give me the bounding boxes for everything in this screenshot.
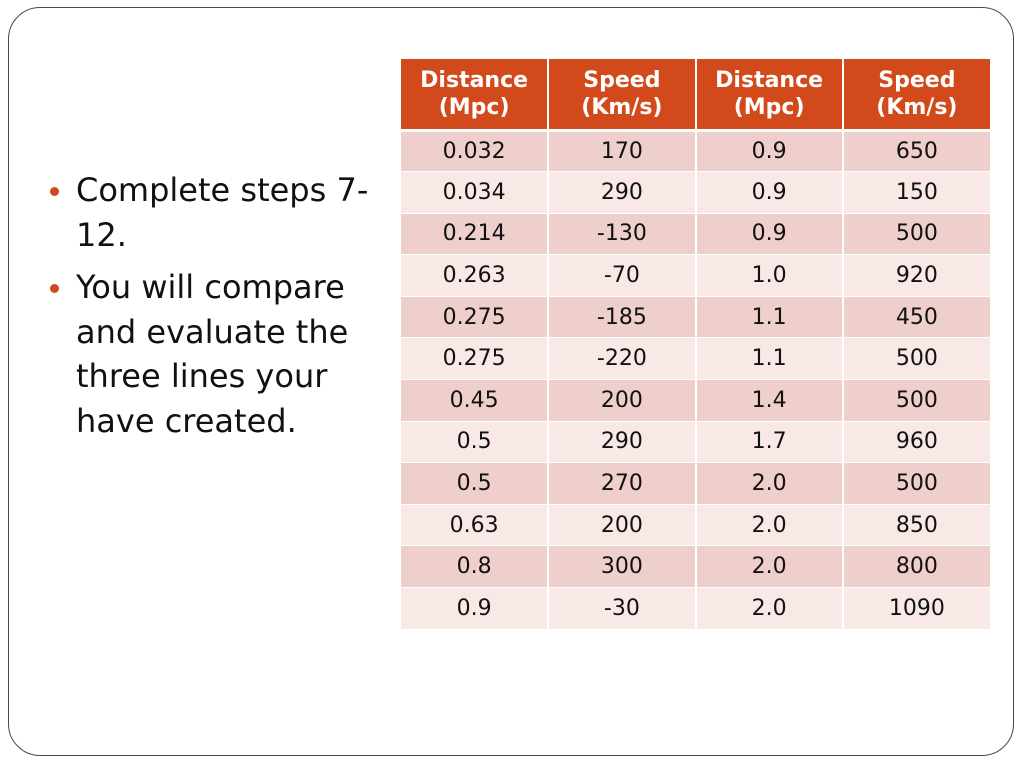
speed-2-cell: 500 [842, 213, 990, 256]
speed-1-cell: 290 [548, 171, 697, 214]
header-distance-1-label: Distance [420, 67, 529, 93]
speed-1-cell: -185 [548, 296, 697, 339]
table-row: 0.5 290 1.7 960 [401, 421, 990, 464]
distance-2-cell: 1.0 [695, 254, 844, 297]
distance-2-cell: 2.0 [695, 587, 844, 630]
speed-1-cell: 200 [548, 379, 697, 422]
speed-1-cell: -130 [548, 213, 697, 256]
table-row: 0.8 300 2.0 800 [401, 545, 990, 589]
distance-2-cell: 2.0 [695, 504, 844, 547]
distance-1-cell: 0.034 [401, 171, 550, 214]
bullet-dot-icon [50, 284, 59, 293]
speed-1-cell: -70 [548, 254, 697, 297]
speed-1-cell: -30 [548, 587, 697, 630]
header-speed-2-unit: (Km/s) [876, 94, 958, 120]
table-row: 0.034 290 0.9 150 [401, 171, 990, 214]
header-distance-1-unit: (Mpc) [438, 94, 510, 120]
distance-2-cell: 1.4 [695, 379, 844, 422]
header-speed-1: Speed (Km/s) [548, 59, 697, 132]
speed-1-cell: 200 [548, 504, 697, 547]
distance-1-cell: 0.63 [401, 504, 550, 547]
speed-2-cell: 450 [842, 296, 990, 339]
table-row: 0.5 270 2.0 500 [401, 462, 990, 505]
header-distance-1: Distance (Mpc) [401, 59, 550, 132]
distance-1-cell: 0.5 [401, 421, 550, 464]
speed-1-cell: 170 [548, 130, 697, 173]
distance-2-cell: 1.1 [695, 296, 844, 339]
speed-1-cell: 300 [548, 545, 697, 589]
distance-speed-table: Distance (Mpc) Speed (Km/s) Distance (Mpc) … [401, 59, 990, 630]
table-row: 0.275 -185 1.1 450 [401, 296, 990, 339]
distance-2-cell: 1.1 [695, 337, 844, 381]
header-distance-2-unit: (Mpc) [733, 94, 805, 120]
bullet-text-compare: You will compare and evaluate the three … [76, 268, 366, 440]
table-row: 0.275 -220 1.1 500 [401, 337, 990, 381]
table-row: 0.63 200 2.0 850 [401, 504, 990, 547]
speed-2-cell: 650 [842, 130, 990, 173]
table-row: 0.032 170 0.9 650 [401, 130, 990, 173]
header-speed-2-label: Speed [878, 67, 956, 93]
header-distance-2: Distance (Mpc) [695, 59, 844, 132]
distance-2-cell: 2.0 [695, 462, 844, 505]
table-row: 0.45 200 1.4 500 [401, 379, 990, 422]
table-body: 0.032 170 0.9 650 0.034 290 0.9 150 0.214 -130 0.9… [401, 130, 990, 630]
speed-2-cell: 500 [842, 337, 990, 381]
distance-2-cell: 0.9 [695, 213, 844, 256]
speed-2-cell: 1090 [842, 587, 990, 630]
distance-1-cell: 0.8 [401, 545, 550, 589]
table-row: 0.9 -30 2.0 1090 [401, 587, 990, 630]
speed-2-cell: 920 [842, 254, 990, 297]
bullet-item-steps: Complete steps 7-12. [47, 168, 377, 257]
speed-2-cell: 500 [842, 379, 990, 422]
bullet-dot-icon [50, 187, 59, 196]
speed-2-cell: 850 [842, 504, 990, 547]
header-speed-1-unit: (Km/s) [581, 94, 663, 120]
distance-2-cell: 0.9 [695, 130, 844, 173]
bullet-text-steps: Complete steps 7-12. [76, 171, 369, 254]
distance-2-cell: 2.0 [695, 545, 844, 589]
header-speed-2: Speed (Km/s) [842, 59, 990, 132]
speed-2-cell: 500 [842, 462, 990, 505]
distance-2-cell: 0.9 [695, 171, 844, 214]
speed-1-cell: 290 [548, 421, 697, 464]
distance-1-cell: 0.275 [401, 296, 550, 339]
distance-1-cell: 0.9 [401, 587, 550, 630]
distance-1-cell: 0.5 [401, 462, 550, 505]
distance-1-cell: 0.032 [401, 130, 550, 173]
header-speed-1-label: Speed [583, 67, 661, 93]
speed-2-cell: 800 [842, 545, 990, 589]
table-row: 0.263 -70 1.0 920 [401, 254, 990, 297]
distance-2-cell: 1.7 [695, 421, 844, 464]
speed-1-cell: -220 [548, 337, 697, 381]
speed-2-cell: 960 [842, 421, 990, 464]
speed-2-cell: 150 [842, 171, 990, 214]
header-distance-2-label: Distance [715, 67, 824, 93]
distance-1-cell: 0.263 [401, 254, 550, 297]
table-header-row: Distance (Mpc) Speed (Km/s) Distance (Mpc) … [401, 59, 990, 132]
bullet-list: Complete steps 7-12. You will compare an… [47, 168, 377, 451]
distance-1-cell: 0.45 [401, 379, 550, 422]
distance-1-cell: 0.275 [401, 337, 550, 381]
distance-1-cell: 0.214 [401, 213, 550, 256]
bullet-item-compare: You will compare and evaluate the three … [47, 265, 377, 443]
speed-1-cell: 270 [548, 462, 697, 505]
table-row: 0.214 -130 0.9 500 [401, 213, 990, 256]
